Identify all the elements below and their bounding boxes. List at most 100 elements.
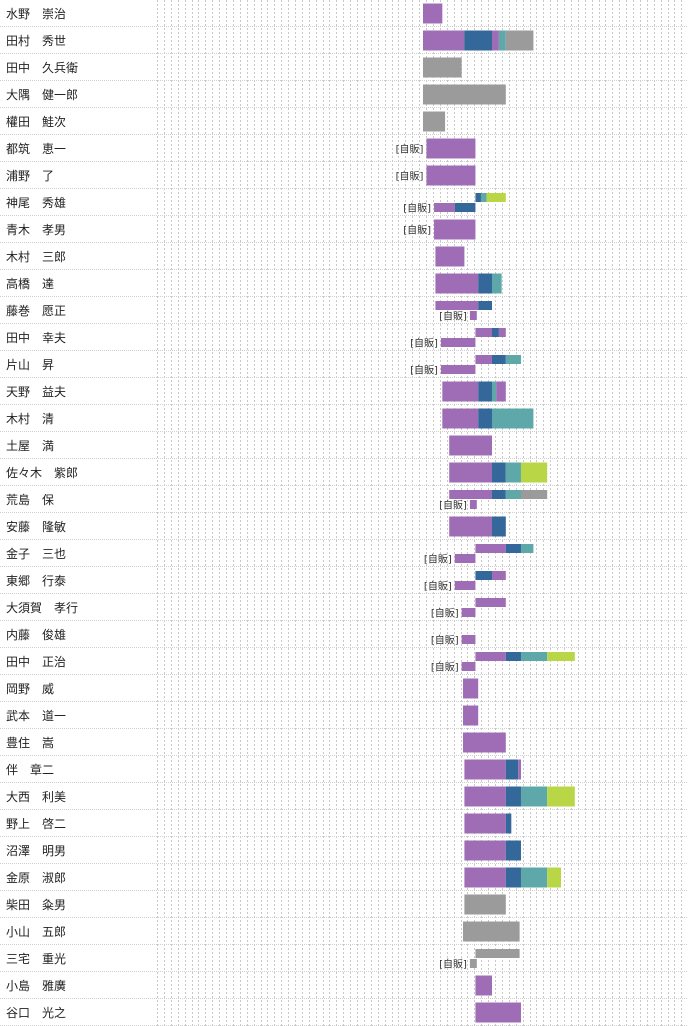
bar-segment-upper: [498, 328, 506, 337]
row-label: 天野 益夫: [6, 385, 66, 399]
person-row: 内藤 俊雄 [自販]: [0, 627, 688, 648]
bar-segment-lower: [454, 203, 476, 212]
person-row: 土屋 満: [0, 435, 688, 459]
bar-segment: [478, 408, 492, 429]
bar-segment: [492, 30, 499, 51]
person-row: 青木 孝男 [自販]: [0, 219, 688, 243]
person-row: 柴田 粂男: [0, 894, 688, 918]
bar-segment: [449, 462, 492, 483]
row-label: 都筑 恵一: [6, 141, 66, 156]
person-row: 田中 幸夫 [自販]: [0, 328, 688, 351]
person-row: 大隅 健一郎: [0, 84, 688, 108]
bar-segment: [435, 246, 465, 267]
bar-segment: [423, 3, 443, 24]
person-row: 藤巻 愿正 [自販]: [0, 301, 688, 324]
row-label: 青木 孝男: [6, 223, 66, 237]
bar-segment-upper: [475, 949, 520, 958]
bar-segment-upper: [475, 652, 506, 661]
bar-segment-upper: [505, 355, 521, 364]
person-row: 大西 利美: [0, 786, 688, 810]
person-row: 野上 啓二: [0, 813, 688, 837]
person-row: 高橋 達: [0, 273, 688, 297]
sales-tag: [自販]: [431, 661, 459, 674]
bar-segment: [505, 813, 512, 834]
row-label: 藤巻 愿正: [6, 304, 66, 318]
bar-segment: [505, 840, 521, 861]
person-row: 天野 益夫: [0, 381, 688, 405]
sales-tag: [自販]: [439, 310, 467, 323]
bar-segment: [475, 975, 492, 996]
person-row: 權田 鮭次: [0, 111, 688, 135]
bar-segment-upper: [475, 544, 506, 553]
bar-segment: [505, 462, 521, 483]
person-row: 佐々木 紫郎: [0, 462, 688, 486]
row-label: 木村 三郎: [6, 250, 66, 264]
bar-segment-upper: [475, 598, 506, 607]
bar-segment-upper: [547, 652, 575, 661]
person-row: 三宅 重光 [自販]: [0, 949, 688, 972]
row-label: 柴田 粂男: [6, 898, 66, 912]
sales-tag: [自販]: [396, 143, 424, 156]
bar-segment: [520, 867, 548, 888]
bar-segment-upper: [480, 193, 487, 202]
bar-segment: [423, 84, 506, 105]
bar-segment-lower: [461, 662, 476, 671]
row-label: 田中 久兵衛: [6, 60, 78, 75]
sales-tag: [自販]: [396, 170, 424, 183]
bar-segment: [505, 30, 534, 51]
bar-segment: [423, 30, 465, 51]
person-row: 豊住 嵩: [0, 732, 688, 756]
sales-tag: [自販]: [410, 364, 438, 377]
sales-tag: [自販]: [410, 337, 438, 350]
bar-segment-upper: [520, 652, 548, 661]
bar-segment-upper: [475, 571, 492, 580]
bar-segment: [423, 57, 462, 78]
bar-segment: [464, 786, 506, 807]
row-label: 木村 清: [6, 412, 54, 426]
bar-segment-lower: [440, 365, 476, 374]
bar-segment-upper: [520, 490, 548, 499]
row-label: 伴 章二: [6, 762, 54, 777]
bar-segment: [464, 867, 506, 888]
row-label: 小山 五郎: [6, 925, 66, 939]
bar-segment-lower: [469, 311, 477, 320]
bar-segment: [505, 759, 519, 780]
sales-tag: [自販]: [431, 607, 459, 620]
person-row: 安藤 隆敏: [0, 516, 688, 540]
person-row: 木村 三郎: [0, 246, 688, 270]
sales-tag: [自販]: [431, 634, 459, 647]
bar-segment: [463, 678, 479, 699]
bar-segment: [442, 408, 479, 429]
row-label: 安藤 隆敏: [6, 519, 66, 534]
bar-segment: [518, 759, 521, 780]
row-label: 田中 幸夫: [6, 330, 66, 345]
person-row: 沼澤 明男: [0, 840, 688, 864]
bar-segment: [520, 786, 548, 807]
bar-segment-lower: [461, 608, 476, 617]
row-label: 神尾 秀雄: [6, 195, 66, 210]
person-row: 小山 五郎: [0, 921, 688, 945]
person-row: 荒島 保 [自販]: [0, 490, 688, 513]
bar-segment: [463, 705, 479, 726]
bar-segment-upper: [478, 301, 492, 310]
bar-segment: [498, 30, 506, 51]
sales-tag: [自販]: [424, 553, 452, 566]
row-label: 浦野 了: [6, 169, 54, 183]
bar-segment-upper: [475, 328, 492, 337]
row-label: 内藤 俊雄: [6, 627, 66, 642]
bar-segment: [463, 732, 506, 753]
bar-segment-upper: [492, 490, 506, 499]
sales-tag: [自販]: [439, 499, 467, 512]
bar-segment-lower: [454, 581, 476, 590]
sales-tag: [自販]: [403, 224, 431, 237]
bar-segment: [426, 138, 476, 159]
bar-segment: [423, 111, 446, 132]
row-label: 豊住 嵩: [6, 736, 54, 750]
bar-segment: [505, 786, 521, 807]
bar-segment-upper: [475, 355, 492, 364]
bar-segment: [478, 273, 492, 294]
row-label: 大須賀 孝行: [6, 601, 78, 615]
bar-segment: [492, 408, 534, 429]
person-row: 浦野 了 [自販]: [0, 165, 688, 189]
